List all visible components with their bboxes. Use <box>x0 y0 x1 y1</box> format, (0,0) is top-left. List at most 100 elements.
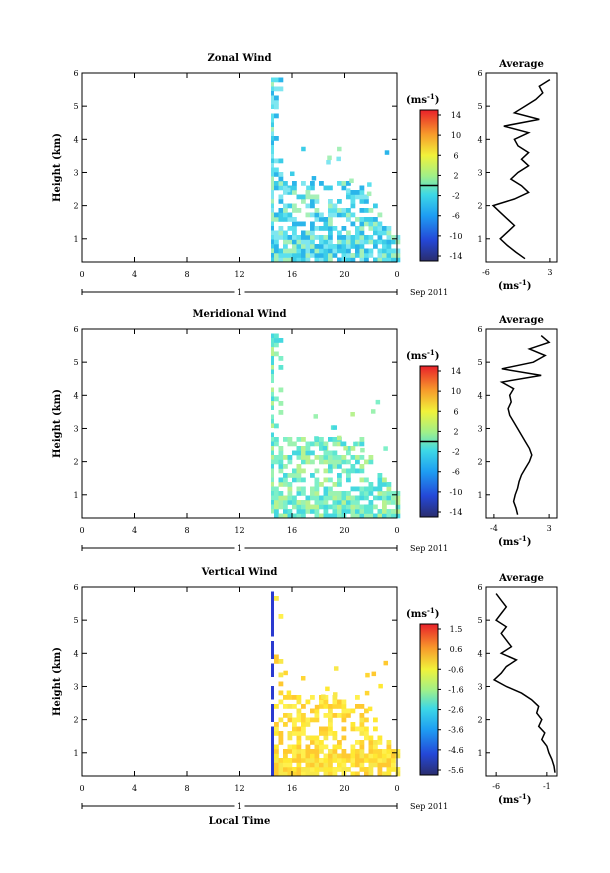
x-tick-label: 0 <box>394 526 399 535</box>
heatmap-cell <box>271 437 274 442</box>
heatmap-cell <box>278 735 284 741</box>
heatmap-cell <box>310 509 315 514</box>
heatmap-cell <box>287 441 293 447</box>
heatmap-cell <box>359 509 365 514</box>
heatmap-cell <box>355 244 360 249</box>
heatmap-cell <box>355 758 360 763</box>
heatmap-cell <box>373 257 378 263</box>
heatmap-cell <box>391 767 396 772</box>
profile-y-tick-label: 5 <box>477 616 482 625</box>
heatmap-cell <box>350 758 356 763</box>
heatmap-cell <box>271 396 274 401</box>
heatmap-cell <box>332 455 338 460</box>
heatmap-cell <box>278 338 284 343</box>
heatmap-cell <box>350 495 356 501</box>
heatmap-cell <box>301 704 306 709</box>
heatmap-cell <box>377 257 383 263</box>
heatmap-cell <box>314 257 320 263</box>
heatmap-cell <box>310 226 315 231</box>
colorbar-tick-label: -2 <box>452 448 460 457</box>
heatmap-cell <box>289 171 295 177</box>
heatmap-cell <box>368 482 374 487</box>
panel-title: Zonal Wind <box>207 53 271 64</box>
heatmap-cell <box>296 455 302 460</box>
heatmap-cell <box>353 441 358 447</box>
heatmap-cell <box>350 253 356 258</box>
heatmap-cell <box>355 749 360 754</box>
heatmap-cell <box>341 208 347 213</box>
heatmap-cell <box>271 704 274 709</box>
heatmap-cell <box>346 504 351 510</box>
heatmap-cell <box>305 248 311 254</box>
profile-x-tick-label: 3 <box>547 268 552 277</box>
colorbar-tick-label: 2 <box>453 427 458 436</box>
heatmap-cell <box>386 495 392 501</box>
day-label: 1 <box>237 288 242 297</box>
heatmap-cell <box>368 758 374 763</box>
heatmap-cell <box>278 672 284 678</box>
profile-y-tick-label: 3 <box>477 424 482 433</box>
heatmap-cell <box>323 495 329 501</box>
heatmap-cell <box>271 596 274 601</box>
heatmap-cell <box>314 767 320 772</box>
heatmap-cell <box>359 477 365 483</box>
heatmap-cell <box>355 194 360 200</box>
heatmap-cell <box>368 221 374 227</box>
heatmap-cell <box>319 699 324 705</box>
profile-x-tick-label: -6 <box>482 268 490 277</box>
heatmap-cell <box>328 513 333 519</box>
heatmap-cell <box>332 771 338 777</box>
heatmap-cell <box>337 491 342 496</box>
heatmap-cell <box>328 217 333 222</box>
y-tick-label: 1 <box>73 235 78 244</box>
heatmap-cell <box>278 464 284 469</box>
heatmap-cell <box>301 486 306 492</box>
profile-x-tick-label: -4 <box>490 524 498 533</box>
heatmap-cell <box>292 513 297 519</box>
heatmap-cell <box>341 767 347 772</box>
heatmap-cell <box>377 230 383 236</box>
profile-y-tick-label: 1 <box>477 235 482 244</box>
heatmap-cell <box>283 504 288 510</box>
heatmap-cell <box>296 771 302 777</box>
heatmap-cell <box>323 509 329 514</box>
heatmap-cell <box>314 749 320 754</box>
heatmap-cell <box>377 758 383 763</box>
heatmap-cell <box>391 753 396 759</box>
heatmap-cell <box>340 441 345 447</box>
heatmap-cell <box>355 771 360 777</box>
heatmap-cell <box>271 767 274 772</box>
heatmap-cell <box>278 401 284 406</box>
heatmap-cell <box>325 686 330 692</box>
heatmap-cell <box>271 149 274 154</box>
heatmap-cell <box>278 767 284 772</box>
heatmap-cell <box>328 704 333 709</box>
heatmap-cell <box>373 203 378 209</box>
heatmap-cell <box>337 740 342 745</box>
heatmap-cell <box>386 767 392 772</box>
heatmap-cell <box>323 753 329 759</box>
heatmap-cell <box>364 504 369 510</box>
y-tick-label: 4 <box>73 649 78 658</box>
heatmap-cell <box>296 437 302 442</box>
heatmap-cell <box>355 513 360 519</box>
heatmap-cell <box>287 437 293 442</box>
heatmap-cell <box>355 217 360 222</box>
heatmap-cell <box>346 500 351 505</box>
heatmap-cell <box>328 208 333 213</box>
heatmap-cell <box>337 704 342 709</box>
heatmap-cell <box>364 208 369 213</box>
heatmap-cell <box>332 495 338 501</box>
heatmap-cell <box>274 248 279 254</box>
heatmap-cell <box>292 248 297 254</box>
heatmap-cell <box>296 695 302 700</box>
heatmap-cell <box>350 464 356 469</box>
heatmap-cell <box>337 257 342 263</box>
heatmap-cell <box>373 717 378 723</box>
heatmap-cell <box>274 167 279 173</box>
heatmap-cell <box>377 235 383 240</box>
heatmap-cell <box>278 500 284 505</box>
heatmap-cell <box>355 753 360 759</box>
heatmap-cell <box>305 735 311 741</box>
heatmap-cell <box>278 731 284 736</box>
